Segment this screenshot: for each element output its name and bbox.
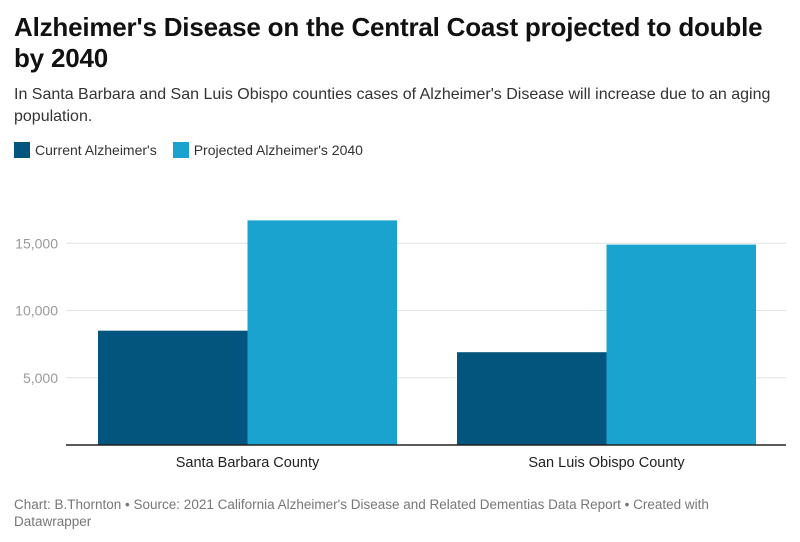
legend-swatch-projected [172,142,189,158]
x-category-label-0: Santa Barbara County [176,455,320,471]
chart-header: Alzheimer's Disease on the Central Coast… [14,12,790,158]
bar-projected-1 [606,244,756,445]
bar-projected-0 [247,220,397,445]
legend-item-current: Current Alzheimer's [14,142,157,158]
bar-current-0 [98,330,248,445]
legend-item-projected: Projected Alzheimer's 2040 [172,142,363,158]
bar-chart: 5,000 10,000 15,000 Santa Barbara County San… [15,220,786,471]
chart-title: Alzheimer's Disease on the Central Coast… [14,12,763,73]
chart-subtitle: In Santa Barbara and San Luis Obispo cou… [14,86,771,125]
legend: Current Alzheimer's Projected Alzheimer'… [14,142,790,158]
legend-label-projected: Projected Alzheimer's 2040 [193,142,363,158]
y-tick-label-5000: 5,000 [23,370,58,386]
legend-label-current: Current Alzheimer's [35,142,157,158]
legend-swatch-current [14,142,30,158]
y-tick-label-10000: 10,000 [15,303,58,319]
y-tick-label-15000: 15,000 [15,235,58,251]
chart-footer: Chart: B.Thornton • Source: 2021 Califor… [14,497,709,529]
x-category-label-1: San Luis Obispo County [528,455,685,471]
bar-current-1 [457,352,607,445]
